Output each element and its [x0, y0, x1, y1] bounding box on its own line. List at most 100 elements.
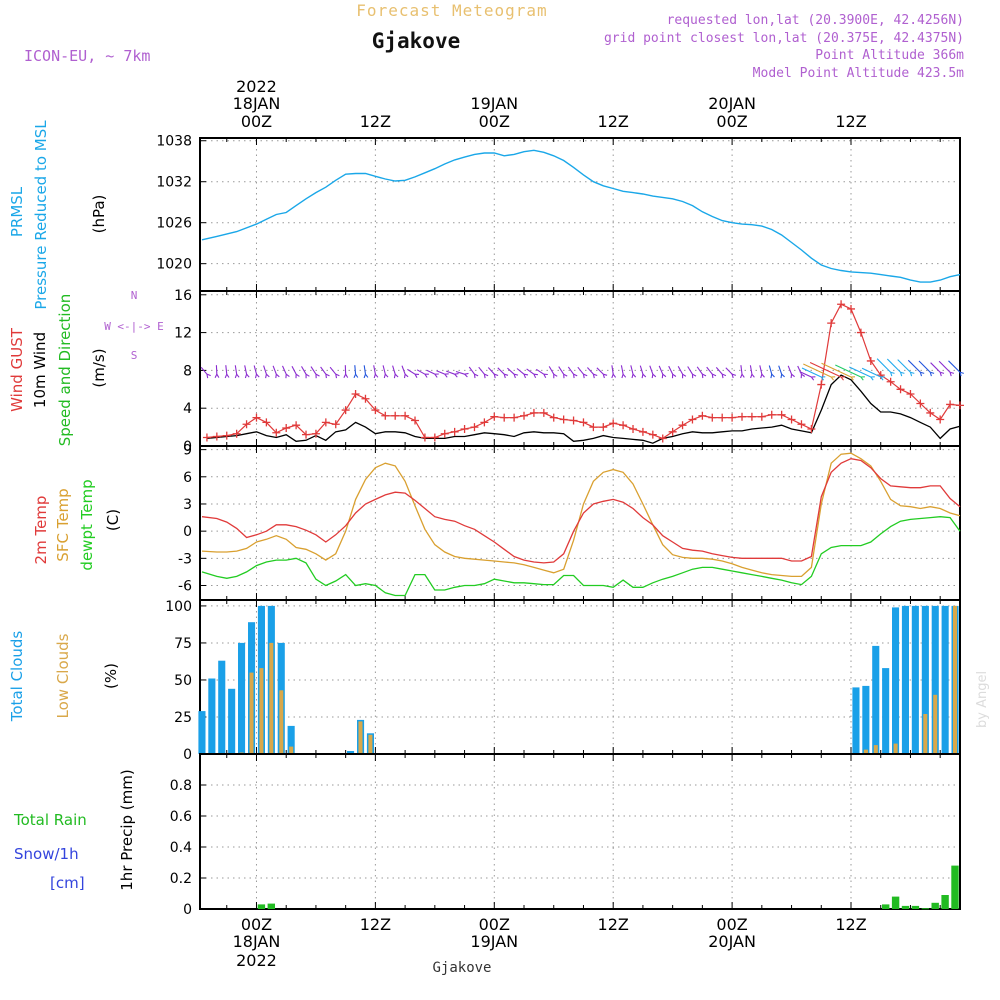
- time-label-date: 20JAN: [708, 932, 756, 951]
- label-pressure-unit: (hPa): [90, 195, 108, 234]
- time-label-hour: 00Z: [479, 915, 510, 934]
- label-precip-unit: 1hr Precip (mm): [118, 769, 136, 890]
- wind-direction-arrow: [329, 366, 340, 379]
- gust-marker: [936, 415, 945, 424]
- y-tick-label: 16: [174, 288, 192, 304]
- gust-marker: [787, 415, 796, 424]
- gust-marker: [440, 429, 449, 438]
- wind-direction-arrow: [455, 370, 469, 378]
- time-label-date: 18JAN: [233, 932, 281, 951]
- wind-direction-arrow: [536, 368, 548, 378]
- gust-marker: [411, 416, 420, 425]
- footer-location: Gjakove: [432, 960, 491, 976]
- rain-bar: [931, 902, 939, 909]
- wind-direction-arrow: [897, 359, 915, 377]
- label-prmsl: PRMSL: [8, 186, 26, 237]
- time-label-hour: 00Z: [241, 112, 272, 131]
- gust-marker: [678, 421, 687, 430]
- gust-marker: [688, 415, 697, 424]
- credit: by Angel: [975, 671, 990, 728]
- wind-direction-arrow: [263, 365, 270, 379]
- compass-n: N: [131, 289, 138, 302]
- gust-marker: [569, 416, 578, 425]
- wind-direction-arrow: [803, 363, 836, 381]
- wind-direction-arrow: [930, 362, 945, 377]
- clouds-panel: 0 25 50 75 100: [165, 599, 961, 763]
- gust-marker: [926, 408, 935, 417]
- time-label-hour: 12Z: [360, 915, 391, 934]
- low-cloud-bar: [259, 668, 264, 754]
- y-tick-label: 4: [183, 401, 192, 417]
- gust-marker: [738, 412, 747, 421]
- gust-marker: [302, 430, 311, 439]
- gust-marker: [232, 429, 241, 438]
- gust-marker: [460, 424, 469, 433]
- wind-direction-arrow: [436, 370, 449, 378]
- total-cloud-bar: [852, 687, 860, 754]
- rain-bar: [911, 905, 920, 909]
- time-label-date: 20JAN: [708, 94, 756, 113]
- gust-marker: [520, 411, 529, 420]
- precip-panel: 0 0.2 0.4 0.6 0.8: [170, 753, 961, 918]
- time-label-hour: 00Z: [241, 915, 272, 934]
- wind-direction-arrow: [799, 371, 816, 381]
- y-tick-label: 1026: [156, 216, 192, 232]
- wind-direction-arrow: [343, 365, 349, 378]
- gust-marker: [886, 377, 895, 386]
- wind-direction-arrow: [426, 369, 439, 378]
- gust-marker: [262, 418, 271, 427]
- label-wind-unit: (m/s): [90, 348, 108, 387]
- wind-direction-arrow: [749, 365, 755, 379]
- gust-marker: [381, 411, 390, 420]
- wind-direction-arrow: [639, 365, 647, 379]
- label-wind-gust: Wind GUST: [8, 327, 26, 412]
- time-label-date: 19JAN: [470, 94, 518, 113]
- total-cloud-bar: [347, 751, 355, 754]
- low-cloud-bar: [873, 745, 878, 754]
- gust-marker: [777, 410, 786, 419]
- wind-direction-arrow: [861, 367, 885, 381]
- gust-marker: [252, 413, 261, 422]
- total-cloud-bar: [862, 685, 870, 754]
- rain-bar: [267, 903, 275, 909]
- rain-bar: [891, 896, 900, 909]
- wind-direction-arrow: [577, 366, 588, 379]
- total-cloud-bar: [218, 660, 226, 754]
- gust-marker: [619, 421, 628, 430]
- gust-marker: [202, 433, 211, 442]
- gust-marker: [708, 413, 717, 422]
- wind-direction-arrow: [548, 366, 558, 379]
- gust-marker: [866, 356, 875, 365]
- wind-direction-arrow: [596, 367, 608, 379]
- gust-marker: [292, 421, 301, 430]
- time-label-hour: 00Z: [716, 112, 747, 131]
- gust-marker: [351, 390, 360, 399]
- wind-direction-arrow: [416, 369, 429, 378]
- gust-marker: [559, 415, 568, 424]
- wind-direction-arrow: [234, 365, 240, 379]
- gust-marker: [837, 300, 846, 309]
- gust-marker: [371, 406, 380, 415]
- label-total-clouds: Total Clouds: [8, 631, 26, 723]
- compass-s: S: [131, 349, 138, 362]
- rain-bar: [257, 904, 266, 909]
- wind-direction-arrow: [516, 368, 529, 379]
- rain-bar: [951, 865, 959, 909]
- wind-direction-arrow: [507, 367, 519, 379]
- gust-marker: [629, 424, 638, 433]
- total-cloud-bar: [872, 645, 880, 754]
- y-tick-label: 1020: [156, 257, 192, 273]
- y-tick-label: 100: [165, 599, 192, 615]
- compass-rose: N W <-|-> E S: [104, 289, 164, 362]
- y-tick-label: 0.2: [170, 871, 192, 887]
- wind-10m-line: [206, 374, 961, 444]
- time-label-hour: 12Z: [835, 112, 866, 131]
- gust-marker: [341, 406, 350, 415]
- low-cloud-bar: [249, 672, 254, 754]
- wind-direction-arrow: [310, 366, 320, 379]
- wind-direction-arrow: [382, 365, 389, 379]
- gust-marker: [539, 408, 548, 417]
- label-temp-unit: (C): [104, 509, 122, 531]
- gust-marker: [401, 411, 410, 420]
